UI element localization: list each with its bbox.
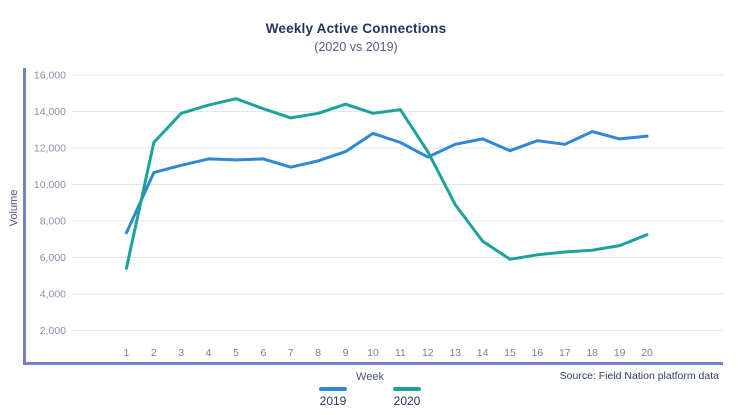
series-line-2020[interactable] — [124, 97, 649, 270]
legend: 2019 2020 — [319, 387, 421, 408]
x-tick-label: 6 — [260, 347, 266, 359]
y-tick-label: 12,000 — [34, 143, 66, 155]
x-tick-label: 3 — [178, 347, 184, 359]
x-tick-label: 18 — [586, 347, 598, 359]
x-tick-label: 12 — [422, 347, 434, 359]
source-attribution: Source: Field Nation platform data — [559, 370, 719, 382]
legend-item-2019[interactable]: 2019 — [319, 387, 347, 408]
x-tick-label: 13 — [449, 347, 461, 359]
x-tick-label: 5 — [233, 347, 239, 359]
x-tick-label: 10 — [367, 347, 379, 359]
x-tick-label: 20 — [641, 347, 653, 359]
x-tick-label: 1 — [123, 347, 129, 359]
x-tick-label: 15 — [504, 347, 516, 359]
legend-swatch-2020 — [393, 387, 421, 391]
chart-header: Weekly Active Connections (2020 vs 2019) — [0, 21, 712, 54]
legend-label-2019: 2019 — [319, 394, 347, 408]
x-tick-label: 7 — [288, 347, 294, 359]
chart-title: Weekly Active Connections — [265, 21, 447, 36]
x-tick-label: 17 — [559, 347, 571, 359]
y-tick-label: 2,000 — [40, 325, 66, 337]
y-tick-label: 6,000 — [40, 252, 66, 264]
x-tick-label: 14 — [477, 347, 489, 359]
y-tick-label: 8,000 — [40, 216, 66, 228]
legend-label-2020: 2020 — [393, 394, 421, 408]
x-axis-title: Week — [356, 371, 384, 383]
x-tick-label: 9 — [343, 347, 349, 359]
legend-swatch-2019 — [319, 387, 347, 391]
legend-item-2020[interactable]: 2020 — [393, 387, 421, 408]
x-tick-label: 8 — [315, 347, 321, 359]
y-tick-label: 10,000 — [34, 179, 66, 191]
y-tick-label: 14,000 — [34, 106, 66, 118]
y-tick-label: 16,000 — [34, 70, 66, 82]
chart-subtitle: (2020 vs 2019) — [314, 40, 398, 54]
x-tick-label: 2 — [151, 347, 157, 359]
series-line-2019[interactable] — [124, 130, 649, 235]
y-tick-label: 4,000 — [40, 289, 66, 301]
x-tick-label: 19 — [614, 347, 626, 359]
x-tick-label: 4 — [206, 347, 212, 359]
x-tick-label: 16 — [532, 347, 544, 359]
x-tick-label: 11 — [395, 347, 406, 359]
